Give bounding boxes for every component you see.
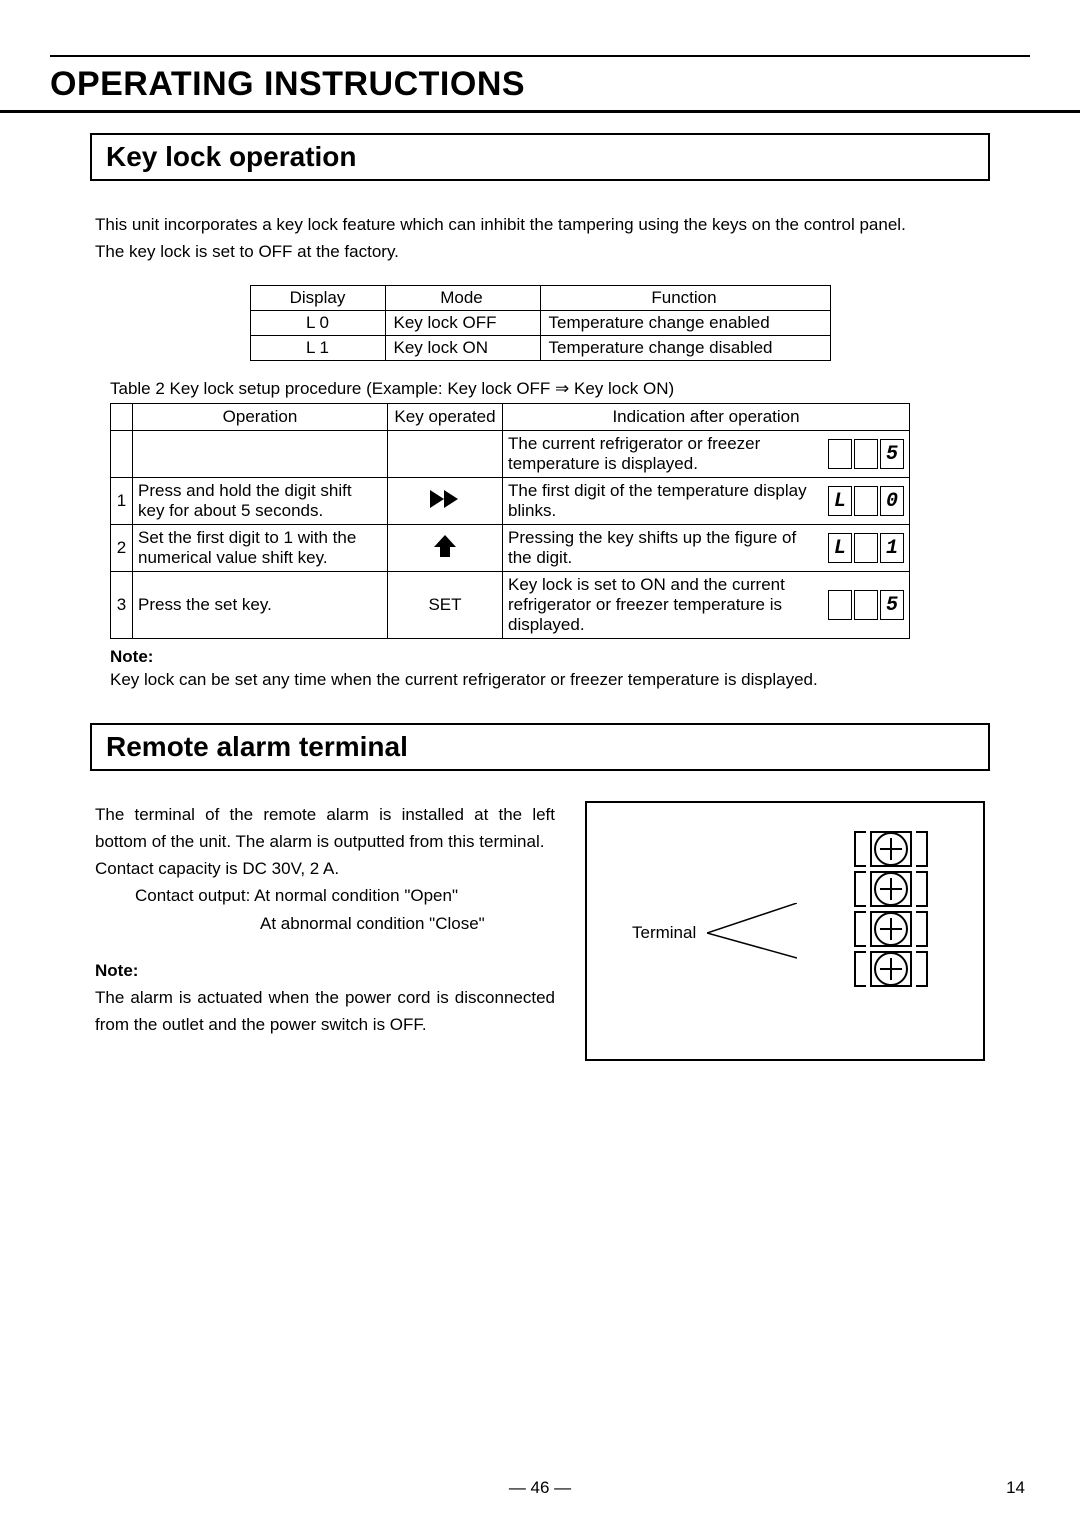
cell-mode: Key lock ON	[385, 336, 540, 361]
terminal-pointer-lines	[707, 903, 797, 983]
segment-digit: L	[828, 486, 852, 516]
section-remote-box: Remote alarm terminal	[90, 723, 990, 771]
keylock-intro-1: This unit incorporates a key lock featur…	[95, 211, 985, 238]
cell-operation: Press and hold the digit shift key for a…	[133, 478, 388, 525]
segment-digit: 0	[880, 486, 904, 516]
section-keylock-title: Key lock operation	[106, 141, 974, 173]
table2-header-key: Key operated	[388, 404, 503, 431]
note-text-1: Key lock can be set any time when the cu…	[110, 667, 970, 693]
table2-header-num	[111, 404, 133, 431]
segment-digit: 1	[880, 533, 904, 563]
note-label-1: Note:	[110, 647, 970, 667]
note-label-2: Note:	[95, 957, 555, 984]
segment-digit: 5	[880, 590, 904, 620]
segment-display: 5	[828, 439, 904, 469]
cell-function: Temperature change enabled	[540, 311, 830, 336]
terminal-stack	[854, 831, 928, 987]
cell-step-num: 3	[111, 572, 133, 639]
display-mode-table: Display Mode Function L 0Key lock OFFTem…	[250, 285, 831, 361]
note-text-2: The alarm is actuated when the power cor…	[95, 984, 555, 1038]
terminal-diagram: Terminal	[585, 801, 985, 1061]
terminal-row	[854, 871, 928, 907]
segment-digit: 5	[880, 439, 904, 469]
section-remote-title: Remote alarm terminal	[106, 731, 974, 763]
table1-header-mode: Mode	[385, 286, 540, 311]
segment-display: 5	[828, 590, 904, 620]
remote-p2: Contact capacity is DC 30V, 2 A.	[95, 855, 555, 882]
cell-display: L 0	[250, 311, 385, 336]
cell-step-num	[111, 431, 133, 478]
segment-digit	[854, 486, 878, 516]
segment-digit	[828, 590, 852, 620]
segment-digit: L	[828, 533, 852, 563]
segment-digit	[854, 590, 878, 620]
table2-header-indication: Indication after operation	[503, 404, 910, 431]
procedure-table: Operation Key operated Indication after …	[110, 403, 910, 639]
terminal-row	[854, 911, 928, 947]
table-row: The current refrigerator or freezer temp…	[111, 431, 910, 478]
cell-operation	[133, 431, 388, 478]
cell-indication: The first digit of the temperature displ…	[503, 478, 910, 525]
terminal-row	[854, 951, 928, 987]
table2-caption: Table 2 Key lock setup procedure (Exampl…	[110, 379, 985, 399]
terminal-row	[854, 831, 928, 867]
up-arrow-icon	[432, 533, 458, 559]
page-number-center: ― 46 ―	[0, 1478, 1080, 1498]
section-keylock-box: Key lock operation	[90, 133, 990, 181]
table1-header-function: Function	[540, 286, 830, 311]
fast-forward-icon	[428, 488, 462, 510]
terminal-label: Terminal	[632, 923, 696, 943]
segment-digit	[854, 439, 878, 469]
table-row: 2Set the first digit to 1 with the numer…	[111, 525, 910, 572]
cell-step-num: 2	[111, 525, 133, 572]
segment-display: L0	[828, 486, 904, 516]
cell-key	[388, 525, 503, 572]
cell-display: L 1	[250, 336, 385, 361]
cell-indication: The current refrigerator or freezer temp…	[503, 431, 910, 478]
cell-key	[388, 431, 503, 478]
table-row: L 0Key lock OFFTemperature change enable…	[250, 311, 830, 336]
cell-key	[388, 478, 503, 525]
table1-header-display: Display	[250, 286, 385, 311]
segment-digit	[828, 439, 852, 469]
remote-p1: The terminal of the remote alarm is inst…	[95, 801, 555, 855]
table-row: 3Press the set key. SET Key lock is set to…	[111, 572, 910, 639]
keylock-intro-2: The key lock is set to OFF at the factor…	[95, 238, 985, 265]
cell-step-num: 1	[111, 478, 133, 525]
cell-key: SET	[388, 572, 503, 639]
set-key-label: SET	[428, 595, 461, 614]
segment-display: L1	[828, 533, 904, 563]
main-title: OPERATING INSTRUCTIONS	[50, 65, 1030, 104]
cell-function: Temperature change disabled	[540, 336, 830, 361]
cell-mode: Key lock OFF	[385, 311, 540, 336]
table-row: 1Press and hold the digit shift key for …	[111, 478, 910, 525]
remote-p3: Contact output: At normal condition "Ope…	[95, 882, 555, 909]
cell-indication: Pressing the key shifts up the figure of…	[503, 525, 910, 572]
page-number-right: 14	[1006, 1478, 1025, 1498]
cell-indication: Key lock is set to ON and the current re…	[503, 572, 910, 639]
table2-header-operation: Operation	[133, 404, 388, 431]
cell-operation: Set the first digit to 1 with the numeri…	[133, 525, 388, 572]
table-row: L 1Key lock ONTemperature change disable…	[250, 336, 830, 361]
remote-p4: At abnormal condition "Close"	[95, 910, 555, 937]
cell-operation: Press the set key.	[133, 572, 388, 639]
segment-digit	[854, 533, 878, 563]
